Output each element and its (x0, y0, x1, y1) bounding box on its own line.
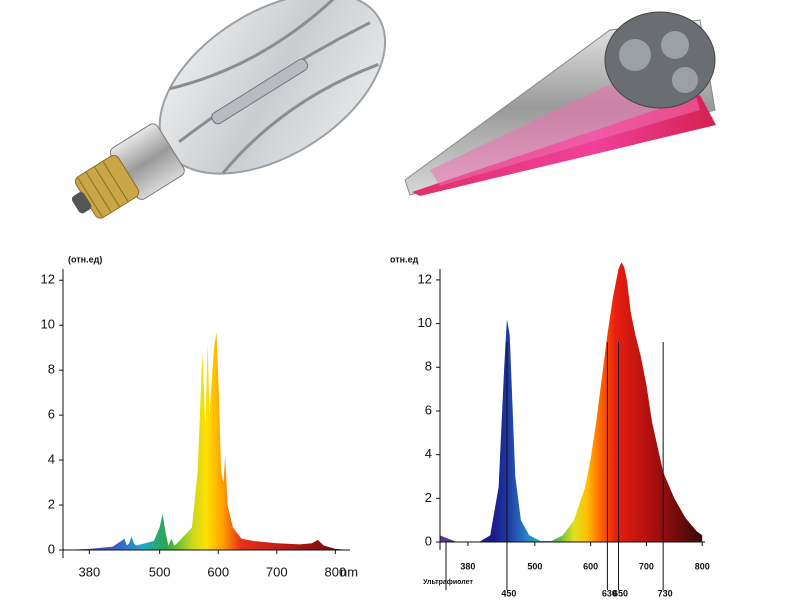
y-tick-label: 10 (418, 315, 432, 330)
x-tick-label: 600 (207, 564, 229, 579)
y-tick-label: 12 (41, 272, 55, 287)
x-unit: nm (340, 564, 358, 579)
y-tick-label: 6 (425, 402, 432, 417)
bulb-photo (71, 0, 387, 219)
marker-label: 630 (602, 588, 617, 598)
y-tick-label: 10 (41, 317, 55, 332)
x-tick-label: 380 (460, 561, 475, 571)
spectrum-area (63, 331, 350, 550)
y-tick-label: 2 (425, 490, 432, 505)
y-tick-label: 12 (418, 271, 432, 286)
spectrum-area (440, 262, 703, 542)
marker-label: 650 (613, 588, 628, 598)
y-axis-label: отн.ед (390, 254, 419, 264)
marker-label: 450 (501, 588, 516, 598)
y-tick-label: 4 (425, 446, 432, 461)
x-tick-label: 380 (79, 564, 101, 579)
y-axis-label: (отн.ед) (68, 254, 102, 264)
y-tick-label: 6 (48, 407, 55, 422)
marker-label: 730 (658, 588, 673, 598)
led-fixture-photo (404, 11, 716, 196)
x-tick-label: 800 (325, 564, 347, 579)
y-tick-label: 8 (425, 359, 432, 374)
y-tick-label: 4 (48, 452, 55, 467)
x-tick-label: 500 (149, 564, 171, 579)
y-tick-label: 0 (48, 541, 55, 556)
annotation: Ультрафиолет (423, 579, 473, 586)
x-tick-label: 700 (639, 561, 654, 571)
y-tick-label: 0 (425, 533, 432, 548)
x-tick-label: 800 (695, 561, 710, 571)
x-tick-label: 700 (266, 564, 288, 579)
x-tick-label: 500 (527, 561, 542, 571)
y-tick-label: 8 (48, 362, 55, 377)
x-tick-label: 600 (583, 561, 598, 571)
y-tick-label: 2 (48, 496, 55, 511)
